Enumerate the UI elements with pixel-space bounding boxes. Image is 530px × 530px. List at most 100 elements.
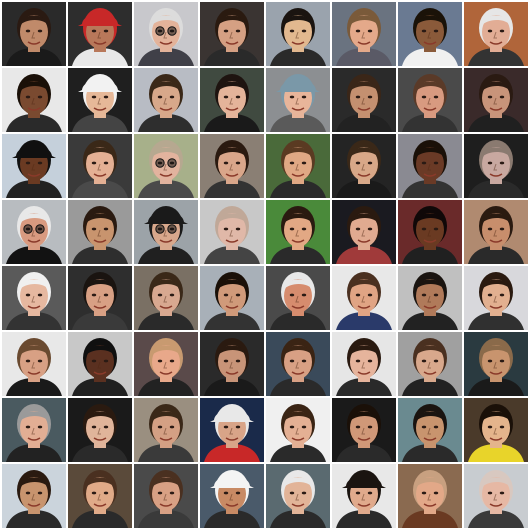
face-thumbnail (200, 266, 264, 330)
face-thumbnail (464, 398, 528, 462)
portrait-image (68, 2, 132, 66)
portrait-image (68, 332, 132, 396)
face-thumbnail (266, 134, 330, 198)
portrait-image (266, 134, 330, 198)
portrait-image (266, 68, 330, 132)
portrait-image (68, 134, 132, 198)
face-thumbnail (464, 134, 528, 198)
face-thumbnail (2, 134, 66, 198)
portrait-image (2, 200, 66, 264)
face-thumbnail (266, 332, 330, 396)
portrait-image (134, 68, 198, 132)
portrait-image (134, 464, 198, 528)
face-thumbnail (200, 464, 264, 528)
portrait-image (200, 398, 264, 462)
face-thumbnail (134, 464, 198, 528)
face-thumbnail (332, 134, 396, 198)
face-thumbnail (332, 2, 396, 66)
face-thumbnail (200, 200, 264, 264)
face-thumbnail (398, 134, 462, 198)
portrait-image (68, 398, 132, 462)
portrait-image (200, 200, 264, 264)
portrait-image (332, 134, 396, 198)
face-thumbnail (200, 332, 264, 396)
face-thumbnail (68, 398, 132, 462)
portrait-image (134, 134, 198, 198)
portrait-image (266, 200, 330, 264)
face-thumbnail (464, 200, 528, 264)
face-thumbnail (398, 464, 462, 528)
face-thumbnail (464, 464, 528, 528)
portrait-image (68, 464, 132, 528)
face-thumbnail (200, 2, 264, 66)
portrait-image (332, 68, 396, 132)
face-thumbnail (2, 200, 66, 264)
portrait-image (68, 266, 132, 330)
face-thumbnail (2, 68, 66, 132)
face-thumbnail (134, 266, 198, 330)
portrait-image (464, 464, 528, 528)
face-thumbnail (134, 2, 198, 66)
portrait-image (2, 266, 66, 330)
portrait-image (2, 464, 66, 528)
portrait-image (266, 266, 330, 330)
face-thumbnail (332, 464, 396, 528)
portrait-image (200, 266, 264, 330)
portrait-image (464, 398, 528, 462)
portrait-image (332, 398, 396, 462)
face-thumbnail (464, 266, 528, 330)
face-thumbnail (464, 332, 528, 396)
face-thumbnail (68, 464, 132, 528)
face-thumbnail (398, 200, 462, 264)
portrait-image (266, 464, 330, 528)
portrait-image (398, 68, 462, 132)
portrait-image (398, 398, 462, 462)
face-thumbnail (134, 134, 198, 198)
portrait-image (200, 2, 264, 66)
portrait-image (200, 68, 264, 132)
face-thumbnail (68, 2, 132, 66)
face-thumbnail (398, 2, 462, 66)
face-thumbnail (68, 134, 132, 198)
face-thumbnail (2, 464, 66, 528)
face-thumbnail (398, 266, 462, 330)
portrait-image (332, 266, 396, 330)
portrait-image (134, 266, 198, 330)
portrait-image (398, 200, 462, 264)
portrait-image (398, 332, 462, 396)
portrait-image (398, 266, 462, 330)
portrait-image (332, 464, 396, 528)
portrait-image (464, 200, 528, 264)
portrait-image (134, 2, 198, 66)
portrait-image (332, 2, 396, 66)
face-thumbnail (68, 332, 132, 396)
portrait-image (332, 200, 396, 264)
portrait-image (464, 332, 528, 396)
portrait-image (266, 2, 330, 66)
face-thumbnail (2, 398, 66, 462)
portrait-image (2, 398, 66, 462)
face-thumbnail (332, 332, 396, 396)
face-thumbnail (68, 200, 132, 264)
face-thumbnail (68, 266, 132, 330)
face-thumbnail (332, 398, 396, 462)
portrait-image (68, 200, 132, 264)
face-thumbnail (266, 2, 330, 66)
face-thumbnail (266, 68, 330, 132)
face-thumbnail (266, 398, 330, 462)
face-thumbnail (266, 266, 330, 330)
portrait-image (266, 398, 330, 462)
face-thumbnail (398, 398, 462, 462)
face-thumbnail (2, 332, 66, 396)
face-thumbnail (68, 68, 132, 132)
face-thumbnail (332, 68, 396, 132)
face-thumbnail (134, 398, 198, 462)
face-thumbnail (398, 68, 462, 132)
face-thumbnail (332, 200, 396, 264)
face-thumbnail (266, 200, 330, 264)
face-thumbnail (398, 332, 462, 396)
face-thumbnail (200, 398, 264, 462)
face-thumbnail (134, 68, 198, 132)
portrait-image (2, 134, 66, 198)
